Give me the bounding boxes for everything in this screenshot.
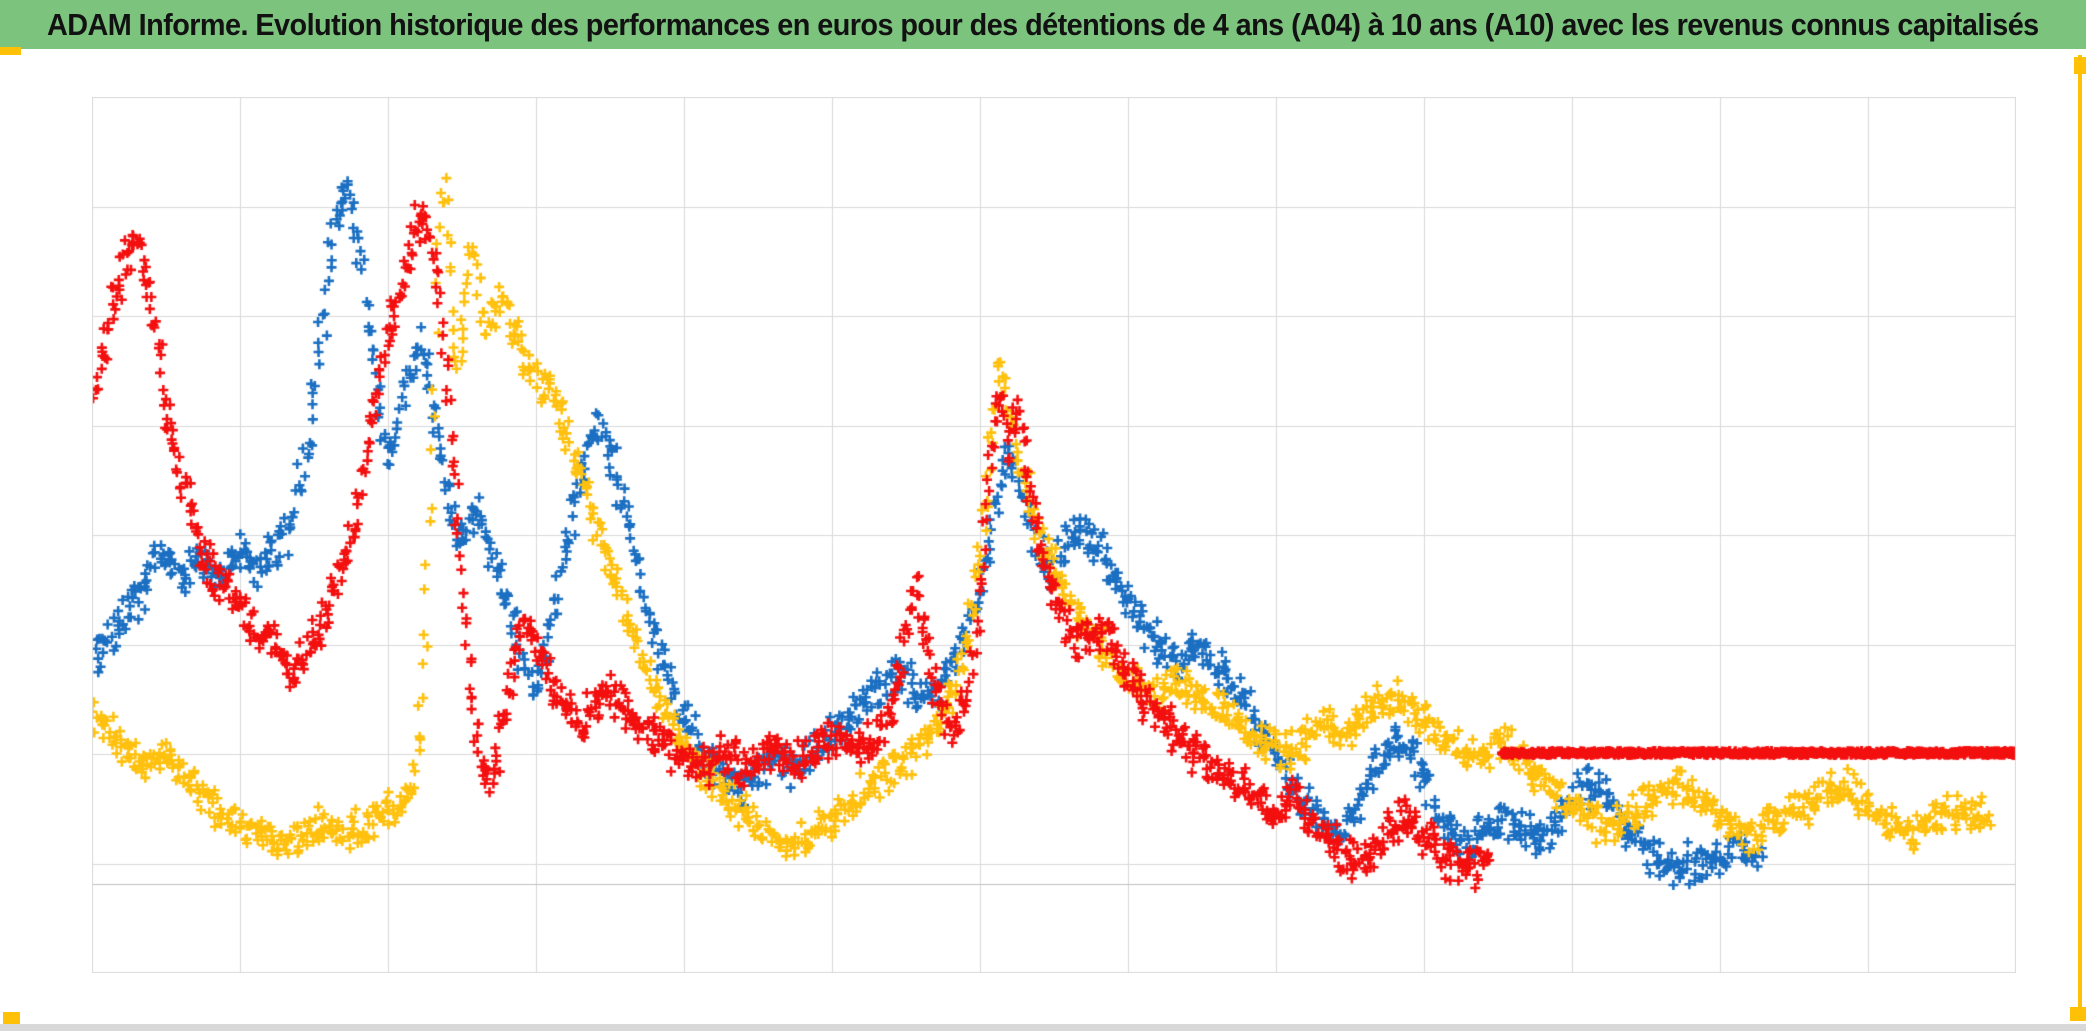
chart-area bbox=[92, 97, 2016, 973]
bottom-strip bbox=[0, 1024, 2086, 1031]
selection-handle-bottom-right[interactable] bbox=[2070, 1007, 2086, 1021]
title-bar: ADAM Informe. Evolution historique des p… bbox=[0, 0, 2086, 49]
selection-border-right bbox=[2078, 55, 2082, 1015]
selection-handle-bottom-left[interactable] bbox=[3, 1012, 20, 1025]
selection-handle-top-right[interactable] bbox=[2074, 57, 2086, 74]
chart-title: ADAM Informe. Evolution historique des p… bbox=[47, 7, 2039, 42]
selection-handle-top-left[interactable] bbox=[0, 47, 21, 55]
scatter-chart-canvas[interactable] bbox=[92, 97, 2016, 973]
